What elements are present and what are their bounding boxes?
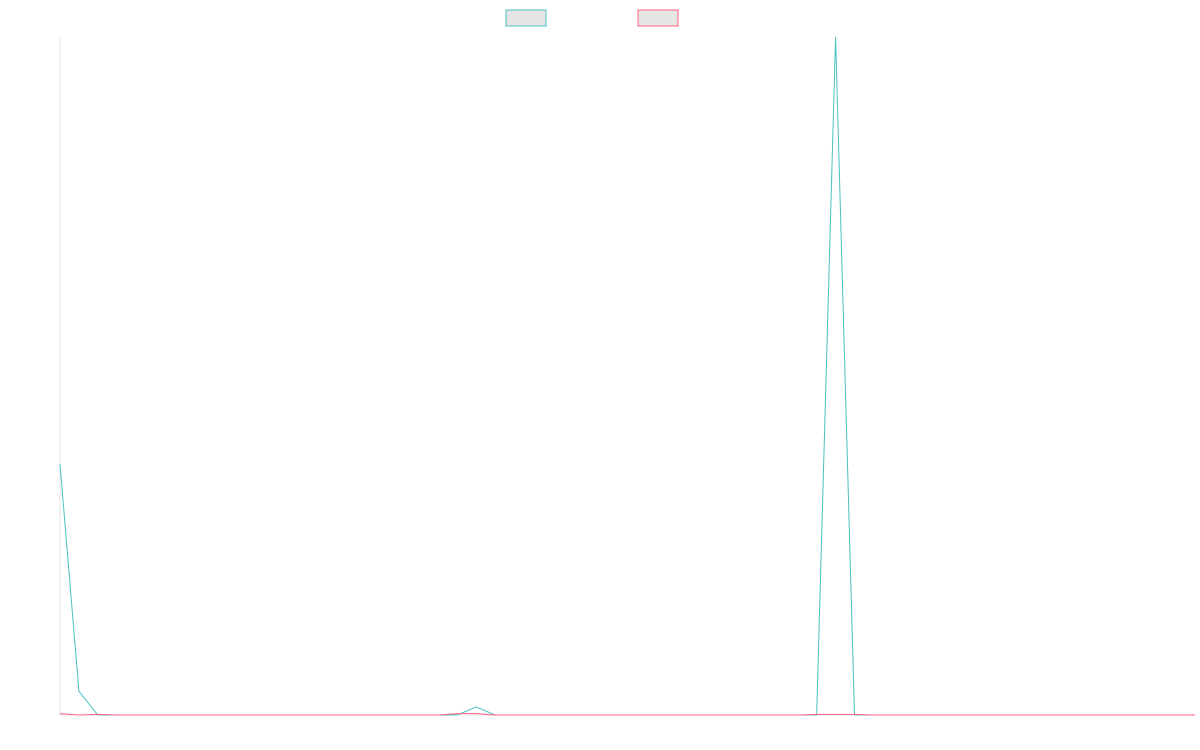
series-line-2 [59, 713, 1195, 716]
legend-swatch-2[interactable] [637, 9, 679, 27]
legend-swatch-1[interactable] [505, 9, 547, 27]
series-layer [59, 36, 1195, 716]
legend[interactable] [505, 9, 679, 27]
series-line-1 [59, 36, 1195, 716]
